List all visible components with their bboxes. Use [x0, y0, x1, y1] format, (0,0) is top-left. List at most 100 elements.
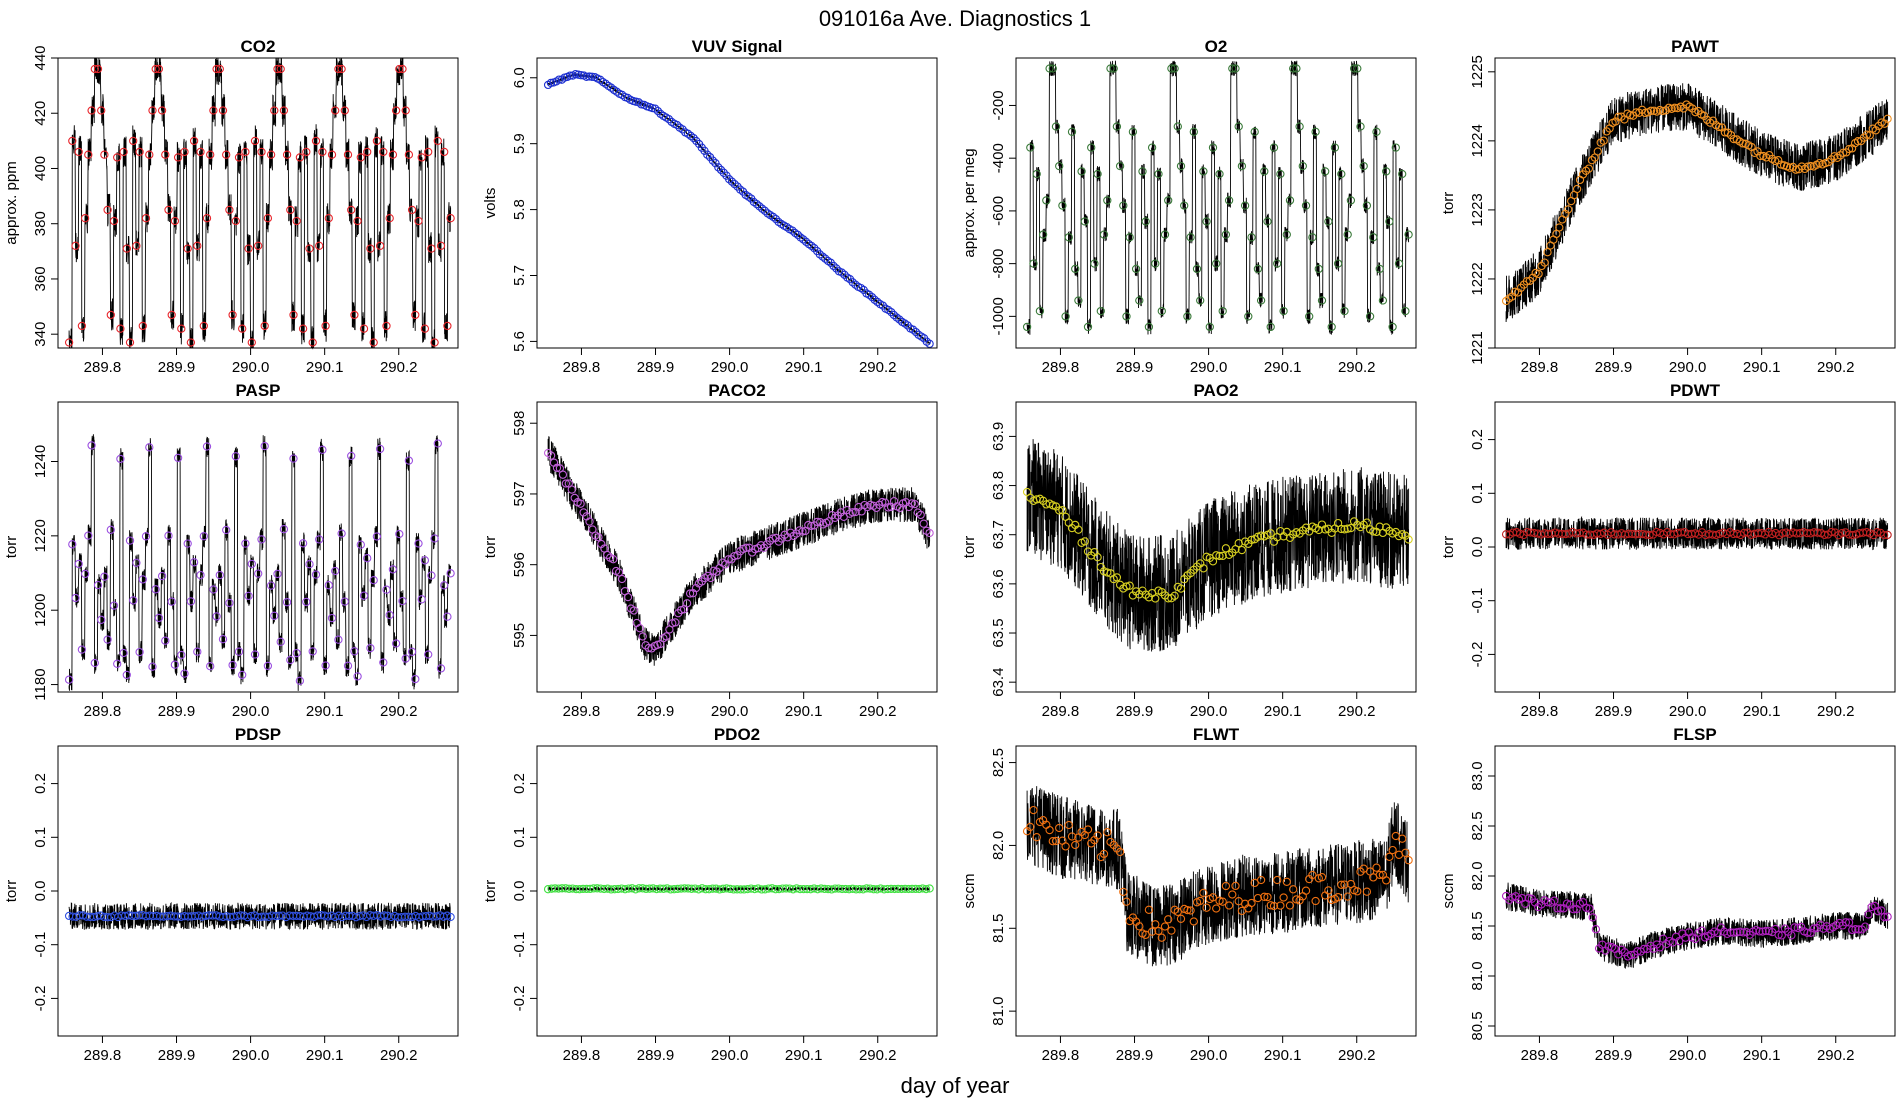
- data-point: [1093, 169, 1102, 179]
- data-point: [1170, 64, 1179, 73]
- y-tick-label: -600: [990, 196, 1007, 226]
- data-point: [1260, 892, 1269, 901]
- data-point: [725, 175, 734, 184]
- data-point: [234, 647, 244, 656]
- panel-title: O2: [1205, 37, 1228, 56]
- data-point: [183, 539, 192, 548]
- data-point: [1119, 201, 1128, 210]
- data-point: [1180, 201, 1189, 210]
- data-point: [733, 551, 742, 560]
- data-point: [1215, 551, 1224, 561]
- data-point: [1865, 131, 1874, 140]
- data-point: [1051, 836, 1061, 846]
- x-tick-label: 290.1: [1264, 359, 1302, 376]
- data-point: [837, 268, 846, 277]
- data-point: [856, 283, 866, 293]
- data-point: [798, 527, 807, 536]
- data-point: [1080, 537, 1089, 546]
- data-point: [913, 508, 922, 517]
- data-point: [276, 637, 285, 646]
- data-point: [1844, 918, 1854, 927]
- data-point: [836, 508, 846, 517]
- data-point: [1115, 161, 1125, 171]
- y-tick-label: 5.9: [511, 133, 528, 154]
- y-tick-label: -800: [990, 249, 1007, 279]
- data-point: [1266, 901, 1275, 910]
- data-point: [1228, 890, 1237, 899]
- panel-title: PDWT: [1670, 381, 1721, 400]
- data-point: [1388, 322, 1397, 332]
- data-point: [685, 589, 695, 598]
- data-point: [829, 261, 838, 271]
- data-point: [1346, 523, 1356, 533]
- data-point: [1199, 167, 1208, 176]
- y-tick-label: 1225: [1469, 55, 1486, 88]
- data-point: [401, 106, 410, 115]
- data-point: [1755, 927, 1764, 936]
- data-point: [103, 205, 112, 215]
- data-point: [331, 566, 340, 576]
- data-point: [1035, 306, 1045, 316]
- panel-title: PACO2: [708, 381, 765, 400]
- data-point: [1093, 831, 1102, 840]
- data-point: [760, 206, 770, 215]
- x-tick-label: 289.8: [563, 703, 601, 720]
- data-point: [1385, 217, 1394, 226]
- y-tick-label: 82.0: [990, 831, 1007, 860]
- data-point: [1691, 934, 1700, 944]
- data-point: [401, 654, 410, 663]
- data-point: [308, 338, 317, 347]
- data-point: [919, 519, 928, 528]
- y-tick-label: 0.0: [1469, 537, 1486, 558]
- data-point: [407, 647, 417, 656]
- x-tick-label: 289.8: [1521, 359, 1559, 376]
- y-tick-label: -0.2: [1469, 641, 1486, 667]
- panel-title: CO2: [241, 37, 276, 56]
- data-point: [570, 493, 579, 503]
- y-tick-label: 63.8: [990, 471, 1007, 500]
- data-point: [1234, 122, 1243, 131]
- data-point: [1369, 527, 1378, 536]
- y-tick-label: 595: [511, 623, 528, 648]
- data-point: [1212, 259, 1221, 268]
- data-point: [148, 106, 157, 115]
- data-point: [1067, 127, 1077, 136]
- data-point: [1375, 264, 1384, 274]
- data-point: [1317, 873, 1327, 882]
- data-point: [635, 624, 644, 633]
- data-point: [1042, 500, 1051, 509]
- data-point: [289, 454, 298, 463]
- data-point: [587, 72, 597, 81]
- data-point: [780, 530, 789, 539]
- panel-pawt: PAWT torr 289.8 289.9 290.0 290.1 290.2 1221 122…: [1440, 37, 1896, 376]
- data-point: [1305, 312, 1314, 321]
- panel-title: FLWT: [1193, 725, 1240, 744]
- data-point: [254, 569, 263, 578]
- data-point: [1189, 127, 1198, 136]
- data-point: [167, 597, 176, 606]
- data-point: [1276, 169, 1285, 179]
- data-point: [164, 531, 173, 540]
- panel-pasp: PASP torr 289.8 289.9 290.0 290.1 290.2 1180 120…: [3, 381, 459, 720]
- data-point: [1147, 143, 1157, 152]
- data-point: [391, 106, 401, 115]
- y-tick-label: 5.8: [511, 199, 528, 220]
- data-point: [1032, 495, 1041, 504]
- data-point: [603, 550, 612, 560]
- data-point: [848, 508, 857, 517]
- data-point: [1103, 568, 1112, 577]
- data-point: [1099, 849, 1109, 859]
- data-point: [623, 592, 633, 602]
- data-point: [71, 593, 80, 603]
- data-point: [1282, 230, 1291, 239]
- data-point: [1540, 258, 1549, 267]
- data-point: [282, 150, 292, 159]
- data-point: [644, 643, 653, 653]
- data-point: [1135, 296, 1144, 305]
- x-tick-label: 289.9: [158, 359, 196, 376]
- data-point: [884, 503, 893, 512]
- data-point: [324, 581, 333, 590]
- data-point: [186, 338, 196, 347]
- data-point: [1353, 887, 1362, 896]
- data-point: [1388, 845, 1397, 855]
